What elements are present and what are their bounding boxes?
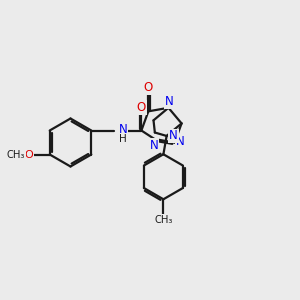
- Text: N: N: [149, 140, 158, 152]
- Text: N: N: [169, 129, 178, 142]
- Text: N: N: [118, 123, 127, 136]
- Text: N: N: [176, 135, 185, 148]
- Text: O: O: [24, 149, 33, 160]
- Text: O: O: [144, 81, 153, 94]
- Text: N: N: [165, 95, 173, 108]
- Text: CH₃: CH₃: [6, 149, 25, 160]
- Text: H: H: [119, 134, 127, 145]
- Text: CH₃: CH₃: [154, 215, 172, 225]
- Text: O: O: [137, 100, 146, 114]
